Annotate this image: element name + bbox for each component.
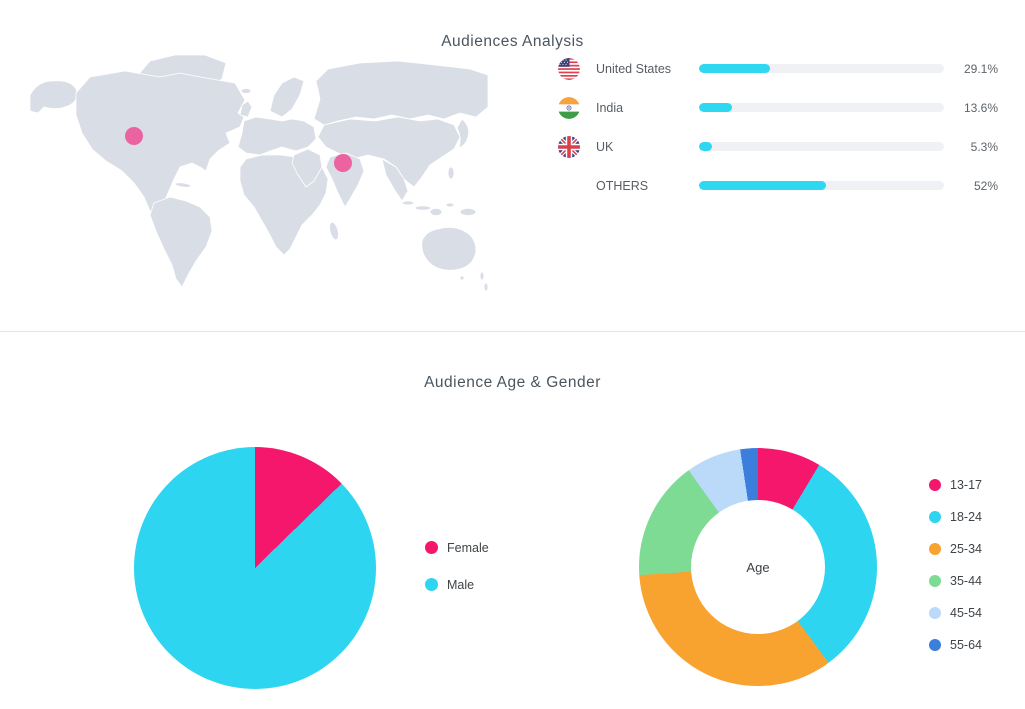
world-map-svg: [30, 55, 489, 292]
country-label: United States: [596, 61, 672, 76]
legend-item-13-17[interactable]: 13-17: [929, 474, 982, 496]
country-list: United States 29.1% India 13.6%: [558, 57, 998, 213]
country-percent: 5.3%: [970, 139, 998, 154]
legend-item-18-24[interactable]: 18-24: [929, 506, 982, 528]
audiences-analysis-title: Audiences Analysis: [441, 32, 584, 50]
legend-label: 18-24: [950, 510, 982, 524]
country-label: India: [596, 100, 624, 115]
age-donut-center-label: Age: [746, 559, 770, 575]
flag-placeholder: [558, 175, 580, 197]
age-gender-title: Audience Age & Gender: [424, 373, 601, 391]
legend-label: Female: [447, 540, 489, 555]
world-map: [30, 55, 490, 300]
legend-dot-icon: [425, 541, 438, 554]
legend-item-female[interactable]: Female: [425, 536, 489, 559]
age-legend: 13-17 18-24 25-34 35-44 45-54 55-64: [929, 474, 982, 666]
country-bar-track: [699, 142, 944, 151]
map-marker-india[interactable]: [334, 154, 352, 172]
country-label: OTHERS: [596, 178, 649, 193]
country-bar-fill: [699, 181, 827, 190]
country-bar-fill: [699, 142, 712, 151]
country-row-uk: UK 5.3%: [558, 135, 998, 158]
uk-flag-icon: [558, 135, 580, 158]
country-row-others: OTHERS 52%: [558, 174, 998, 197]
country-bar-fill: [699, 103, 733, 112]
legend-dot-icon: [929, 575, 941, 587]
legend-item-45-54[interactable]: 45-54: [929, 602, 982, 624]
legend-dot-icon: [929, 511, 941, 523]
country-percent: 29.1%: [963, 61, 998, 76]
legend-dot-icon: [929, 479, 941, 491]
map-marker-united-states[interactable]: [125, 127, 143, 145]
legend-item-35-44[interactable]: 35-44: [929, 570, 982, 592]
section-divider: [0, 331, 1025, 332]
country-row-india: India 13.6%: [558, 96, 998, 119]
legend-label: 45-54: [950, 606, 982, 620]
in-flag-icon: [558, 96, 580, 119]
legend-label: 55-64: [950, 638, 982, 652]
legend-item-55-64[interactable]: 55-64: [929, 634, 982, 656]
country-percent: 52%: [973, 178, 998, 193]
country-percent: 13.6%: [963, 100, 998, 115]
legend-dot-icon: [929, 543, 941, 555]
age-donut-center: Age: [691, 500, 825, 634]
country-bar-track: [699, 64, 944, 73]
us-flag-icon: [558, 57, 580, 80]
country-row-united-states: United States 29.1%: [558, 57, 998, 80]
legend-label: 35-44: [950, 574, 982, 588]
country-bar-fill: [699, 64, 771, 73]
legend-label: 25-34: [950, 542, 982, 556]
gender-pie-chart[interactable]: [134, 447, 376, 689]
legend-label: Male: [447, 577, 475, 592]
legend-dot-icon: [929, 639, 941, 651]
country-bar-track: [699, 103, 944, 112]
country-bar-track: [699, 181, 944, 190]
legend-dot-icon: [929, 607, 941, 619]
legend-item-male[interactable]: Male: [425, 573, 489, 596]
age-donut-chart[interactable]: Age: [639, 448, 877, 686]
legend-dot-icon: [425, 578, 438, 591]
legend-label: 13-17: [950, 478, 982, 492]
country-label: UK: [596, 139, 614, 154]
gender-legend: Female Male: [425, 536, 489, 610]
legend-item-25-34[interactable]: 25-34: [929, 538, 982, 560]
